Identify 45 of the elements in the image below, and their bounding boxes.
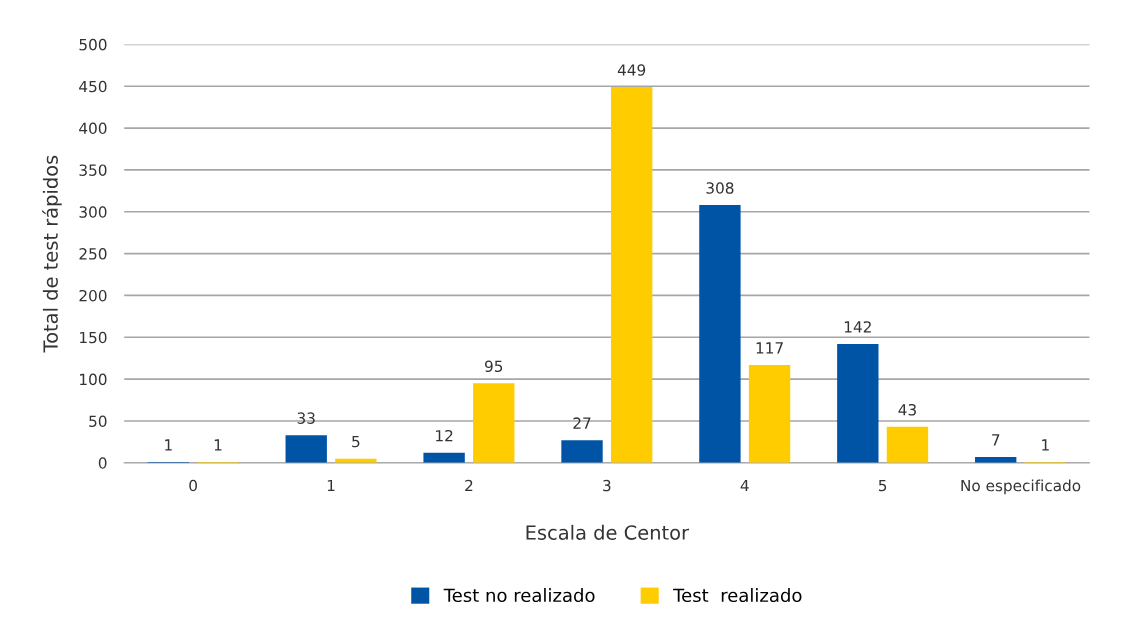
- y-tick-label: 250: [79, 248, 107, 260]
- data-label: 27: [573, 417, 591, 429]
- data-label: 12: [436, 429, 453, 442]
- y-tick-label: 500: [79, 38, 107, 51]
- bar: [886, 426, 929, 463]
- x-axis-title: Escala de Centor: [526, 524, 690, 540]
- bar: [699, 205, 741, 463]
- data-label: 449: [617, 64, 646, 76]
- y-tick-label: 450: [79, 80, 107, 93]
- y-tick-label: 200: [79, 289, 107, 302]
- data-label: 308: [706, 182, 734, 194]
- data-label: 1: [165, 439, 172, 451]
- x-tick-label: 2: [465, 479, 473, 492]
- bar: [285, 435, 327, 463]
- y-tick-label: 350: [79, 164, 107, 176]
- x-tick-label: 0: [189, 479, 197, 492]
- data-label: 33: [297, 412, 315, 424]
- x-tick-label: No especificado: [961, 479, 1081, 495]
- x-tick-label: 3: [603, 479, 611, 492]
- y-tick-label: 400: [79, 122, 107, 135]
- y-tick-label: 150: [80, 331, 107, 344]
- bar: [837, 343, 879, 463]
- bar: [561, 440, 603, 463]
- legend-label: Test realizado: [673, 588, 802, 603]
- data-label: 43: [898, 403, 916, 416]
- y-tick-label: 0: [98, 457, 107, 469]
- data-label: 95: [485, 360, 503, 373]
- data-label: 117: [756, 342, 783, 354]
- bar: [748, 364, 791, 463]
- legend-label: Test no realizado: [443, 588, 595, 603]
- bar: [610, 87, 653, 463]
- y-tick-label: 300: [79, 206, 107, 218]
- x-tick-label: 1: [327, 479, 335, 492]
- data-label: 1: [214, 439, 222, 451]
- bar: [423, 452, 465, 463]
- data-label: 142: [844, 321, 871, 333]
- x-tick-label: 4: [740, 479, 749, 492]
- y-tick-label: 50: [89, 415, 107, 427]
- x-tick-label: 5: [878, 479, 887, 492]
- data-label: 1: [1042, 439, 1049, 451]
- data-label: 7: [992, 434, 1000, 446]
- data-label: 5: [352, 435, 360, 448]
- bar: [473, 383, 515, 463]
- y-tick-label: 100: [80, 373, 107, 386]
- y-axis-title: Total de test rápidos: [42, 155, 62, 353]
